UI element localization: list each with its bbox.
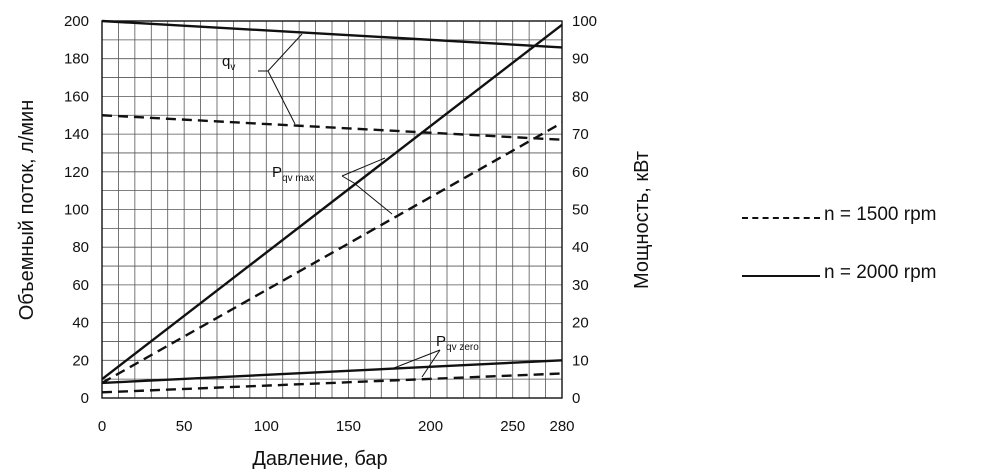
right-y-tick-label: 80 [572,88,589,105]
right-y-tick-label: 20 [572,315,589,332]
x-tick-label: 250 [500,418,525,435]
left-y-tick-label: 60 [72,277,89,294]
series-lines [101,19,563,394]
x-tick-label: 100 [254,418,279,435]
legend-label-1500: n = 1500 rpm [824,204,937,225]
left-y-tick-label: 100 [64,202,89,219]
left-y-tick-label: 120 [64,164,89,181]
x-tick-label: 200 [418,418,443,435]
series-line-Pqv_zero-solid [101,359,563,385]
left-y-tick-label: 80 [72,239,89,256]
left-y-tick-label: 200 [64,13,89,30]
leader-pqv-zero-solid [393,349,441,369]
annotation-leaders [258,33,441,378]
plot-border [101,20,563,399]
annotation-pqv-zero: Pqv zero [436,333,479,353]
grid [102,21,562,398]
plot-frame [101,20,563,399]
left-y-tick-label: 40 [72,315,89,332]
left-y-tick-labels: 0 20 40 60 80 100 120 140 160 180 200 [64,13,89,407]
right-y-tick-label: 10 [572,352,589,369]
series-line-qv-solid [101,19,563,49]
leader-pqv-zero-dashed [421,349,441,378]
right-y-tick-label: 60 [572,164,589,181]
x-tick-label: 280 [549,418,574,435]
x-axis-title: Давление, бар [252,448,387,470]
leader-pqv-max-dashed [341,175,393,215]
series-line-qv-dashed [101,114,563,141]
x-tick-label: 150 [336,418,361,435]
x-tick-label: 50 [176,418,193,435]
right-y-tick-labels: 0 10 20 30 40 50 60 70 80 90 100 [572,13,597,407]
right-y-axis-title: Мощность, кВт [631,151,653,289]
left-y-tick-label: 20 [72,352,89,369]
left-y-axis-title: Объемный поток, л/мин [16,100,38,321]
right-y-tick-label: 0 [572,390,580,407]
legend-item-solid: n = 2000 rpm [742,226,937,284]
series-line-Pqv_zero-dashed [101,372,563,394]
right-y-tick-label: 100 [572,13,597,30]
series-line-Pqv_max-dashed [101,121,563,384]
right-y-tick-label: 90 [572,51,589,68]
x-tick-label: 0 [98,418,106,435]
annotation-pqv-max: Pqv max [272,164,314,184]
series-line-Pqv_max-solid [101,23,563,381]
right-y-tick-label: 40 [572,239,589,256]
legend-label-2000: n = 2000 rpm [824,262,937,283]
leader-qv-dashed [267,70,296,125]
left-y-tick-label: 140 [64,126,89,143]
x-tick-labels: 0 50 100 150 200 250 280 [98,418,575,435]
left-y-tick-label: 160 [64,88,89,105]
legend-dashed-line-swatch [742,217,820,219]
legend: n = 1500 rpm n = 2000 rpm [742,168,937,284]
right-y-tick-label: 50 [572,202,589,219]
legend-item-dashed: n = 1500 rpm [742,168,937,226]
legend-solid-line-swatch [742,275,820,277]
leader-pqv-max-solid [341,157,386,177]
right-y-tick-label: 30 [572,277,589,294]
right-y-tick-label: 70 [572,126,589,143]
left-y-tick-label: 0 [81,390,89,407]
left-y-tick-label: 180 [64,51,89,68]
annotation-qv: qv [222,53,235,73]
